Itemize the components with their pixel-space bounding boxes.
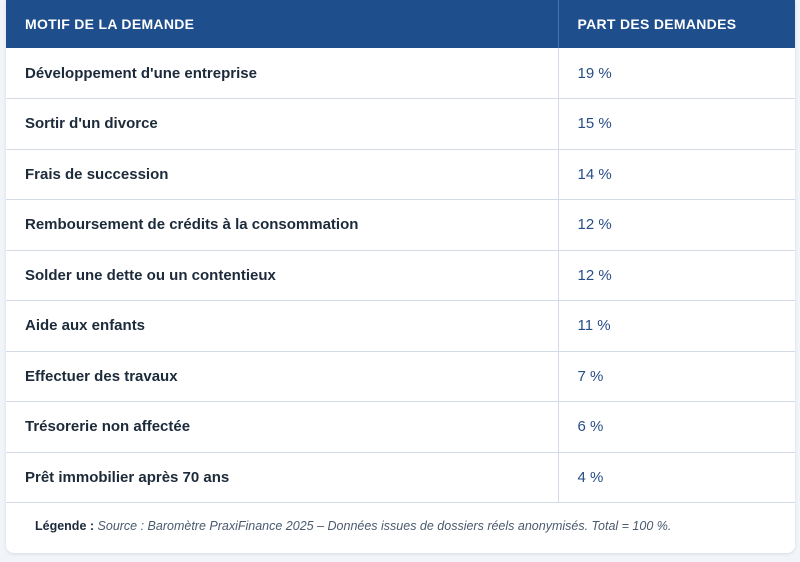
header-motif: MOTIF DE LA DEMANDE xyxy=(6,0,558,48)
cell-motif: Frais de succession xyxy=(6,149,558,200)
cell-part: 14 % xyxy=(557,149,795,200)
cell-part: 7 % xyxy=(557,351,795,402)
legend-label: Légende : xyxy=(35,519,95,533)
cell-motif: Aide aux enfants xyxy=(6,300,558,352)
cell-motif: Trésorerie non affectée xyxy=(6,401,558,453)
table-row: Prêt immobilier après 70 ans 4 % xyxy=(6,452,795,503)
table-row: Aide aux enfants 11 % xyxy=(6,300,795,352)
header-part: PART DES DEMANDES xyxy=(557,0,795,48)
cell-part: 11 % xyxy=(557,300,795,352)
cell-motif: Solder une dette ou un contentieux xyxy=(6,250,558,301)
demand-table: MOTIF DE LA DEMANDE PART DES DEMANDES Dé… xyxy=(6,0,795,503)
cell-part: 19 % xyxy=(557,48,795,99)
cell-motif: Effectuer des travaux xyxy=(6,351,558,402)
table-row: Frais de succession 14 % xyxy=(6,149,795,200)
cell-motif: Développement d'une entreprise xyxy=(6,48,558,99)
table-row: Effectuer des travaux 7 % xyxy=(6,351,795,402)
cell-part: 12 % xyxy=(557,199,795,251)
data-table-card: MOTIF DE LA DEMANDE PART DES DEMANDES Dé… xyxy=(6,0,795,553)
cell-motif: Prêt immobilier après 70 ans xyxy=(6,452,558,503)
cell-part: 15 % xyxy=(557,98,795,150)
cell-part: 4 % xyxy=(557,452,795,503)
table-row: Remboursement de crédits à la consommati… xyxy=(6,199,795,251)
table-legend: Légende : Source : Baromètre PraxiFinanc… xyxy=(6,503,795,533)
cell-motif: Remboursement de crédits à la consommati… xyxy=(6,199,558,251)
cell-part: 6 % xyxy=(557,401,795,453)
cell-part: 12 % xyxy=(557,250,795,301)
legend-source-text: Source : Baromètre PraxiFinance 2025 – D… xyxy=(97,519,672,533)
table-row: Développement d'une entreprise 19 % xyxy=(6,48,795,99)
table-row: Trésorerie non affectée 6 % xyxy=(6,401,795,453)
table-row: Solder une dette ou un contentieux 12 % xyxy=(6,250,795,301)
cell-motif: Sortir d'un divorce xyxy=(6,98,558,150)
table-header-row: MOTIF DE LA DEMANDE PART DES DEMANDES xyxy=(6,0,795,48)
table-row: Sortir d'un divorce 15 % xyxy=(6,98,795,150)
